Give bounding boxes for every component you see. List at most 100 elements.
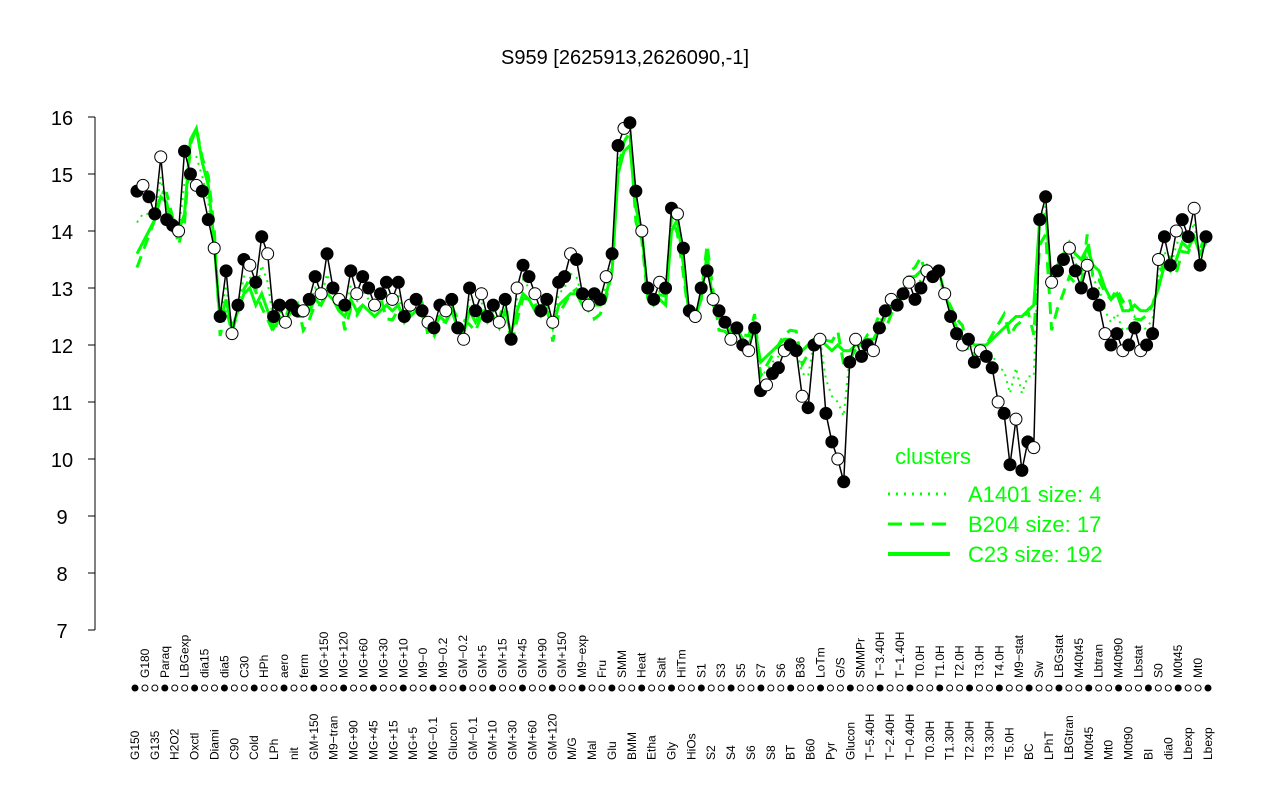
data-point bbox=[373, 287, 387, 301]
x-marker bbox=[926, 684, 934, 692]
x-marker bbox=[767, 684, 775, 692]
data-point bbox=[890, 298, 904, 312]
x-marker bbox=[956, 684, 964, 692]
x-marker bbox=[1095, 684, 1103, 692]
x-tick-label: S4 bbox=[724, 745, 738, 760]
legend-entry: C23 size: 192 bbox=[968, 542, 1103, 567]
data-point bbox=[676, 241, 690, 255]
data-point bbox=[1045, 275, 1059, 289]
data-point bbox=[183, 167, 197, 181]
data-point bbox=[148, 207, 162, 221]
legend: clusters A1401 size: 4 B204 size: 17 C23 si… bbox=[888, 444, 1103, 567]
x-tick-label: T5.0H bbox=[1002, 727, 1016, 760]
x-tick-label: T−2.40H bbox=[883, 714, 897, 760]
x-marker bbox=[1184, 684, 1192, 692]
data-point bbox=[427, 321, 441, 335]
x-tick-label: LBGexp bbox=[178, 634, 192, 678]
data-point bbox=[320, 247, 334, 261]
x-tick-label: S3 bbox=[714, 663, 728, 678]
x-tick-label: T4.0H bbox=[992, 645, 1006, 678]
x-tick-label: Glucon bbox=[446, 722, 460, 760]
data-point bbox=[1092, 298, 1106, 312]
data-point bbox=[1151, 253, 1165, 266]
x-tick-label: Glu bbox=[605, 741, 619, 760]
data-point bbox=[492, 315, 506, 329]
x-marker bbox=[906, 684, 914, 692]
data-point bbox=[1104, 338, 1118, 352]
data-point bbox=[504, 332, 518, 346]
x-marker bbox=[588, 684, 596, 692]
x-marker bbox=[1125, 684, 1133, 692]
data-point bbox=[225, 327, 239, 341]
data-point bbox=[629, 184, 643, 198]
x-marker bbox=[409, 684, 417, 692]
x-marker bbox=[270, 684, 278, 692]
data-point bbox=[670, 207, 684, 221]
data-point bbox=[724, 332, 738, 346]
x-marker bbox=[1035, 684, 1043, 692]
x-tick-label: MG+45 bbox=[366, 720, 380, 760]
x-tick-label: T3.0H bbox=[972, 645, 986, 678]
x-marker bbox=[787, 684, 795, 692]
data-point bbox=[463, 281, 477, 295]
data-point bbox=[1140, 338, 1154, 352]
data-point bbox=[878, 304, 892, 318]
data-point bbox=[569, 253, 583, 266]
x-tick-label: HPh bbox=[257, 655, 271, 678]
data-point bbox=[950, 327, 964, 341]
legend-title: clusters bbox=[895, 444, 971, 469]
x-tick-label: MG+90 bbox=[347, 720, 361, 760]
y-tick-label: 8 bbox=[56, 564, 67, 586]
data-point bbox=[575, 287, 589, 301]
data-point bbox=[1033, 213, 1047, 227]
x-tick-label: Sw bbox=[1032, 661, 1046, 678]
x-tick-label: H2O2 bbox=[168, 728, 182, 760]
x-marker bbox=[300, 684, 308, 692]
data-point bbox=[789, 344, 803, 358]
x-tick-label: Lbstat bbox=[1131, 645, 1145, 678]
x-tick-label: Fru bbox=[595, 660, 609, 678]
x-tick-label: Glucon bbox=[843, 722, 857, 760]
x-tick-label: LPhT bbox=[1042, 731, 1056, 760]
x-marker bbox=[648, 684, 656, 692]
x-tick-label: LoTm bbox=[814, 647, 828, 678]
x-marker bbox=[966, 684, 974, 692]
x-marker bbox=[638, 684, 646, 692]
data-point bbox=[1128, 321, 1142, 335]
x-tick-label: BMM bbox=[625, 732, 639, 760]
x-marker bbox=[548, 684, 556, 692]
data-point bbox=[136, 178, 150, 192]
x-tick-label: Diami bbox=[207, 729, 221, 760]
x-tick-label: GM+60 bbox=[525, 720, 539, 760]
x-marker bbox=[916, 684, 924, 692]
x-tick-label: C90 bbox=[227, 738, 241, 760]
data-point bbox=[742, 344, 756, 358]
data-point bbox=[451, 321, 465, 335]
x-marker bbox=[1134, 684, 1142, 692]
data-point bbox=[397, 310, 411, 323]
data-points bbox=[130, 116, 1213, 489]
x-marker bbox=[618, 684, 626, 692]
x-marker bbox=[747, 684, 755, 692]
data-point bbox=[855, 349, 869, 363]
data-point bbox=[837, 475, 851, 489]
x-tick-label: S1 bbox=[694, 663, 708, 678]
x-marker bbox=[538, 684, 546, 692]
x-marker bbox=[608, 684, 616, 692]
x-marker bbox=[707, 684, 715, 692]
data-point bbox=[243, 258, 257, 272]
x-tick-label: SMMPr bbox=[853, 638, 867, 678]
x-tick-label: Paraq bbox=[158, 646, 172, 678]
y-tick-label: 7 bbox=[56, 621, 67, 643]
data-point bbox=[944, 310, 958, 323]
x-marker bbox=[1045, 684, 1053, 692]
data-point bbox=[825, 435, 839, 449]
x-tick-label: Gly bbox=[665, 742, 679, 760]
data-point bbox=[641, 281, 655, 295]
x-tick-label: M40t90 bbox=[1112, 638, 1126, 678]
legend-entry: B204 size: 17 bbox=[968, 512, 1101, 537]
series-lines bbox=[135, 121, 1208, 482]
y-tick-label: 16 bbox=[51, 108, 73, 130]
x-tick-label: M9−exp bbox=[575, 635, 589, 678]
data-point bbox=[445, 292, 459, 306]
